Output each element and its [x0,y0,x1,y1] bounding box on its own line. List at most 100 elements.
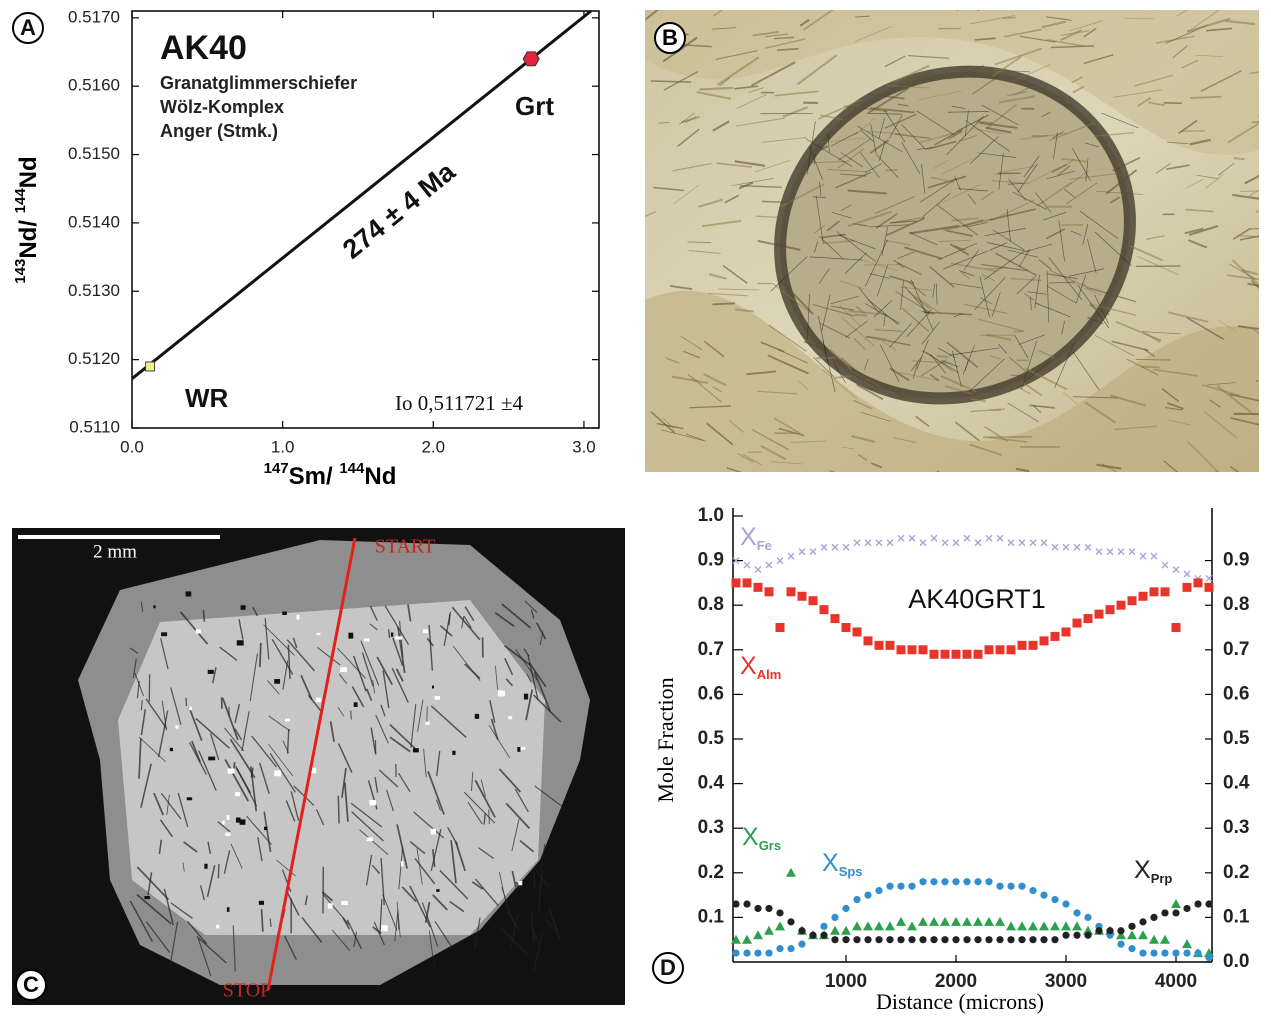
point [841,926,851,935]
texture-grain [520,747,526,750]
texture-grain [316,698,321,702]
texture-streak [829,471,865,481]
texture-grain [208,670,214,674]
point [732,949,739,956]
point [1150,587,1159,596]
point [1106,927,1113,934]
texture-streak [937,471,961,487]
series-label: WR [185,383,229,413]
y-axis-label-part: 144 [12,188,29,214]
point [765,587,774,596]
point [1140,553,1146,559]
point [842,936,849,943]
point [920,540,926,546]
point [1095,610,1104,619]
texture-grain [475,714,479,719]
photomicrograph [645,0,1271,487]
texture-streak [1136,359,1171,360]
y2-tick-label: 0.6 [1223,683,1249,704]
point [776,945,783,952]
texture-grain [274,770,281,776]
texture-grain [364,638,369,641]
point [1205,954,1212,961]
point [1150,914,1157,921]
texture-streak [937,356,948,357]
point [963,878,970,885]
point [1128,923,1135,930]
point [775,921,785,930]
point [964,535,970,541]
point [1018,641,1027,650]
point [744,562,750,568]
y-tick-label: 0.4 [698,773,725,794]
point [941,650,950,659]
texture-grain [413,748,419,752]
point [941,878,948,885]
series-label: XPrp [1134,856,1172,887]
x-tick-label: 3000 [1045,971,1087,992]
texture-streak [816,358,835,359]
series-label: Grt [515,91,554,121]
point [1096,549,1102,555]
point [1139,592,1148,601]
point [1007,936,1014,943]
point [1029,641,1038,650]
point [1085,544,1091,550]
x-tick-label: 3.0 [572,437,596,456]
texture-grain [153,605,155,608]
point [1161,949,1168,956]
point [1194,949,1201,956]
point [764,926,774,935]
y-tick-label: 0.7 [698,639,724,660]
point [1150,949,1157,956]
x-axis-label: 147Sm/ 144Nd [264,460,397,490]
point [1095,927,1102,934]
texture-grain [241,605,246,610]
figure: B 2 mm START STOP C 0.01.02.03.00.51100.… [0,0,1271,1019]
point [1194,900,1201,907]
texture-grain [518,881,522,885]
x-tick-label: 2.0 [421,437,445,456]
point [885,921,895,930]
panel-letter: C [23,972,39,997]
texture-grain [274,679,280,684]
point [984,917,994,926]
point [765,949,772,956]
point [1074,544,1080,550]
texture-grain [186,591,192,596]
texture-grain [196,629,201,633]
x-tick-label: 0.0 [120,437,144,456]
point [864,636,873,645]
point [1151,553,1157,559]
point [830,926,840,935]
texture-grain [425,722,429,725]
point [1182,939,1192,948]
point [1040,636,1049,645]
texture-grain [381,925,388,931]
x-axis-label-part: Sm/ [289,463,340,490]
texture-grain [435,696,440,700]
y2-tick-label: 0.3 [1223,817,1249,838]
point [842,905,849,912]
series-label-name: Prp [1151,871,1173,886]
point [1149,935,1159,944]
page: {"chart_data": [ {"type": "scatter", "pa… [0,0,1271,1019]
point [1050,921,1060,930]
y-axis-label-part: Nd/ [15,213,42,258]
point [996,645,1005,654]
point [1028,921,1038,930]
point [1051,936,1058,943]
point [765,905,772,912]
point [996,883,1003,890]
point [1117,927,1124,934]
y-tick-label: 0.3 [698,817,724,838]
point [919,645,928,654]
texture-grain [431,829,436,835]
point [1160,935,1170,944]
point [930,936,937,943]
point [942,540,948,546]
panel-letter: B [662,25,678,50]
point [1106,605,1115,614]
point [908,936,915,943]
texture-grain [367,837,373,841]
